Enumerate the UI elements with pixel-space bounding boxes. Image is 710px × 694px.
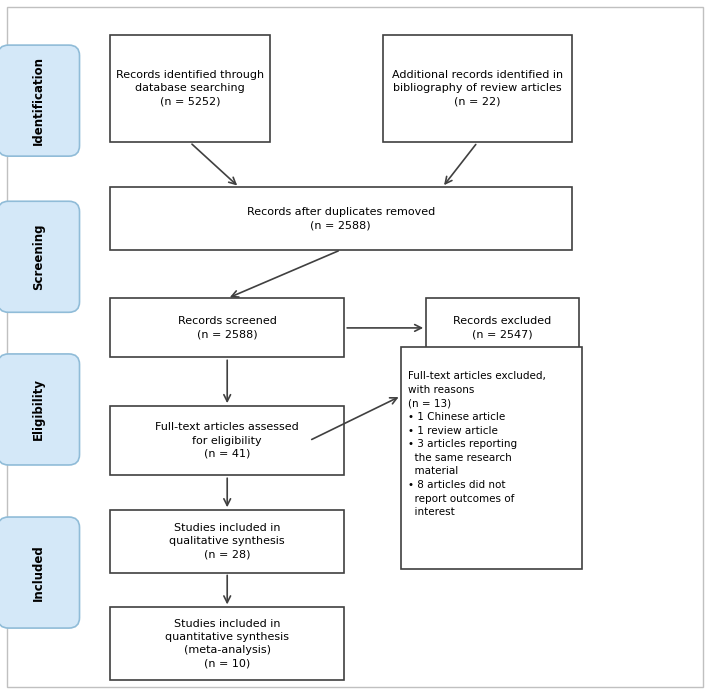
Text: Eligibility: Eligibility bbox=[32, 378, 45, 441]
Text: Records screened
(n = 2588): Records screened (n = 2588) bbox=[178, 316, 277, 339]
Text: Full-text articles excluded,
with reasons
(n = 13)
• 1 Chinese article
• 1 revie: Full-text articles excluded, with reason… bbox=[408, 371, 546, 517]
Text: Identification: Identification bbox=[32, 56, 45, 145]
FancyBboxPatch shape bbox=[0, 354, 80, 465]
FancyBboxPatch shape bbox=[110, 406, 344, 475]
FancyBboxPatch shape bbox=[0, 201, 80, 312]
FancyBboxPatch shape bbox=[426, 298, 579, 357]
FancyBboxPatch shape bbox=[110, 35, 270, 142]
Text: Full-text articles assessed
for eligibility
(n = 41): Full-text articles assessed for eligibil… bbox=[155, 423, 299, 459]
FancyBboxPatch shape bbox=[0, 517, 80, 628]
Text: Additional records identified in
bibliography of review articles
(n = 22): Additional records identified in bibliog… bbox=[392, 70, 563, 107]
FancyBboxPatch shape bbox=[383, 35, 572, 142]
Text: Records after duplicates removed
(n = 2588): Records after duplicates removed (n = 25… bbox=[246, 207, 435, 230]
FancyBboxPatch shape bbox=[401, 347, 582, 569]
Text: Records excluded
(n = 2547): Records excluded (n = 2547) bbox=[453, 316, 552, 339]
FancyBboxPatch shape bbox=[110, 298, 344, 357]
Text: Studies included in
qualitative synthesis
(n = 28): Studies included in qualitative synthesi… bbox=[170, 523, 285, 559]
FancyBboxPatch shape bbox=[0, 45, 80, 156]
FancyBboxPatch shape bbox=[110, 607, 344, 680]
Text: Studies included in
quantitative synthesis
(meta-analysis)
(n = 10): Studies included in quantitative synthes… bbox=[165, 619, 289, 668]
Text: Screening: Screening bbox=[32, 223, 45, 290]
Text: Records identified through
database searching
(n = 5252): Records identified through database sear… bbox=[116, 70, 264, 107]
FancyBboxPatch shape bbox=[110, 187, 572, 250]
Text: Included: Included bbox=[32, 544, 45, 601]
FancyBboxPatch shape bbox=[110, 510, 344, 573]
